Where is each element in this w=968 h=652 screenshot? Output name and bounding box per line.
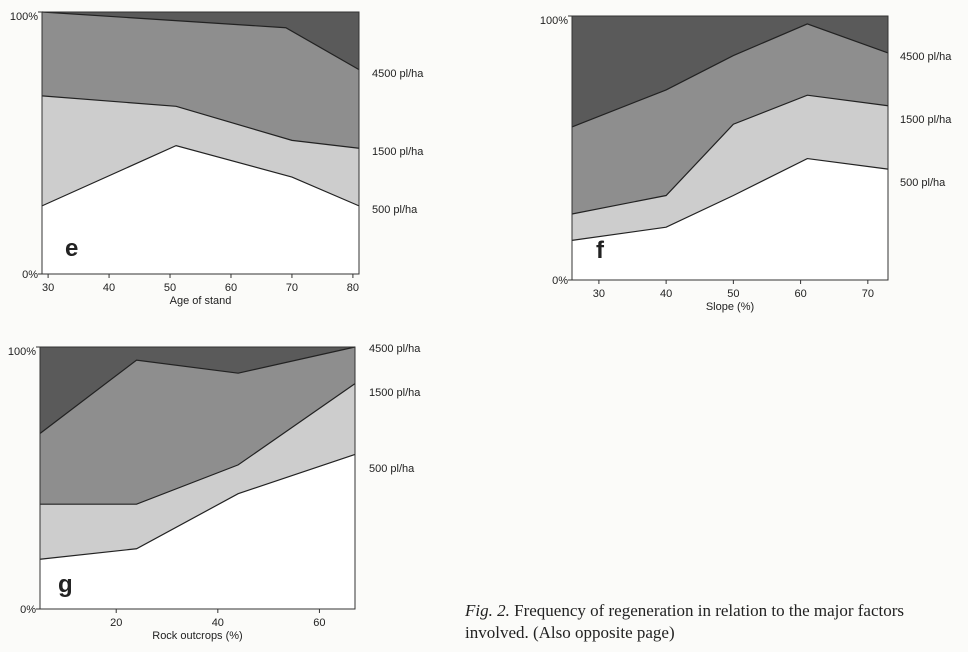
x-tick-label: 40 (660, 288, 672, 300)
area-band-500 (572, 158, 888, 280)
x-axis-label: Slope (%) (706, 301, 754, 313)
panel-letter: f (596, 237, 605, 264)
panel-letter: e (65, 235, 78, 262)
x-tick-label: 50 (164, 282, 176, 294)
series-line-1500 (41, 95, 360, 149)
x-tick-label: 60 (225, 282, 237, 294)
series-line-1500 (40, 383, 356, 505)
series-line-4500 (41, 11, 360, 71)
x-tick-label: 80 (347, 282, 359, 294)
x-tick-label: 40 (103, 282, 115, 294)
figure-caption: Fig. 2. Frequency of regeneration in rel… (465, 600, 965, 644)
x-axis-label: Rock outcrops (%) (152, 630, 242, 642)
series-label: 4500 pl/ha (372, 68, 424, 80)
series-label: 500 pl/ha (369, 463, 415, 475)
area-band-500 (40, 454, 355, 609)
series-line-4500 (39, 346, 356, 434)
series-line-500 (41, 144, 360, 207)
series-label: 1500 pl/ha (369, 387, 421, 399)
series-line-4500 (571, 23, 889, 128)
panel-letter: g (58, 571, 73, 598)
plot-frame (39, 346, 356, 610)
area-band-500 (42, 145, 359, 274)
caption-text: Frequency of regeneration in relation to… (465, 601, 905, 642)
y-tick-label: 100% (540, 15, 568, 27)
y-tick-label: 100% (10, 11, 38, 23)
x-tick-label: 30 (42, 282, 54, 294)
series-label: 1500 pl/ha (372, 146, 424, 158)
series-label: 500 pl/ha (900, 177, 946, 189)
x-tick-label: 40 (212, 617, 224, 629)
series-label: 1500 pl/ha (900, 114, 952, 126)
plot-frame (571, 15, 889, 281)
series-label: 4500 pl/ha (900, 51, 952, 63)
x-tick-label: 70 (862, 288, 874, 300)
x-axis-label: Age of stand (170, 295, 232, 307)
x-tick-label: 60 (313, 617, 325, 629)
caption-figure-number: Fig. 2. (465, 601, 510, 620)
x-tick-label: 70 (286, 282, 298, 294)
series-label: 4500 pl/ha (369, 343, 421, 355)
x-tick-label: 30 (593, 288, 605, 300)
series-line-500 (571, 157, 889, 241)
x-tick-label: 60 (794, 288, 806, 300)
y-tick-label: 0% (22, 269, 38, 281)
y-tick-label: 100% (8, 346, 36, 358)
y-tick-label: 0% (552, 275, 568, 287)
x-tick-label: 20 (110, 617, 122, 629)
series-line-500 (39, 453, 356, 560)
plot-frame (41, 11, 360, 275)
series-line-1500 (571, 94, 889, 215)
series-label: 500 pl/ha (372, 204, 418, 216)
y-tick-label: 0% (20, 604, 36, 616)
x-tick-label: 50 (727, 288, 739, 300)
